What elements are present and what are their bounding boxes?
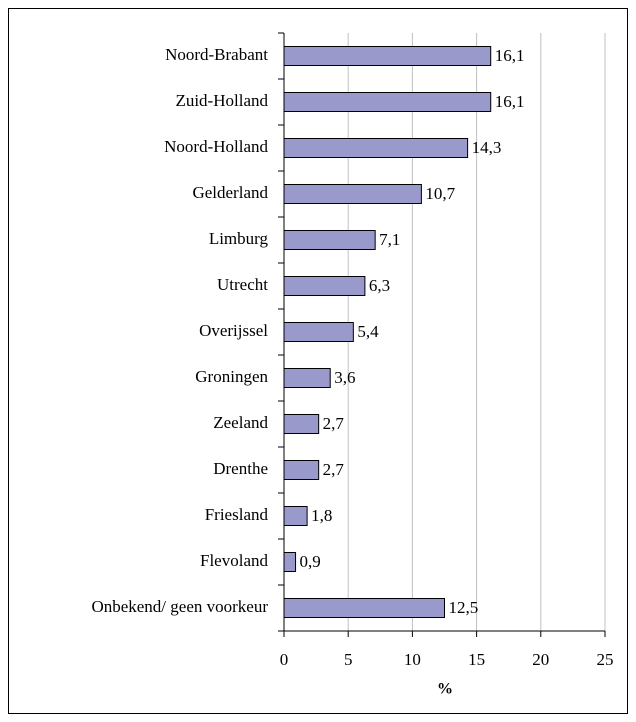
bar — [283, 322, 354, 342]
x-tick-label: 5 — [344, 650, 353, 669]
bar — [283, 368, 331, 388]
bar — [283, 138, 469, 158]
y-tick-label: Noord-Holland — [164, 137, 268, 156]
value-label: 5,4 — [357, 322, 379, 341]
bar — [283, 92, 492, 112]
value-label: 16,1 — [495, 46, 525, 65]
chart-border — [8, 8, 628, 714]
y-tick-label: Drenthe — [213, 459, 268, 478]
x-tick-label: 15 — [468, 650, 485, 669]
y-tick-label: Overijssel — [199, 321, 268, 340]
y-tick-label: Friesland — [205, 505, 269, 524]
y-tick-label: Limburg — [209, 229, 269, 248]
value-label: 2,7 — [323, 460, 345, 479]
bar — [283, 46, 492, 66]
x-axis-label: % — [437, 681, 453, 698]
value-label: 12,5 — [449, 598, 479, 617]
x-tick-label: 10 — [404, 650, 421, 669]
bar — [283, 506, 308, 526]
value-label: 16,1 — [495, 92, 525, 111]
bar — [283, 414, 320, 434]
value-label: 7,1 — [379, 230, 400, 249]
x-tick-label: 0 — [280, 650, 289, 669]
value-label: 10,7 — [425, 184, 455, 203]
value-label: 6,3 — [369, 276, 390, 295]
y-tick-label: Gelderland — [192, 183, 268, 202]
bar — [283, 460, 320, 480]
x-tick-label: 25 — [597, 650, 614, 669]
y-tick-label: Onbekend/ geen voorkeur — [91, 597, 268, 616]
y-tick-label: Noord-Brabant — [165, 45, 268, 64]
value-label: 3,6 — [334, 368, 355, 387]
bar — [283, 184, 422, 204]
value-label: 0,9 — [300, 552, 321, 571]
bar — [283, 230, 376, 250]
y-tick-label: Groningen — [195, 367, 268, 386]
y-tick-label: Utrecht — [217, 275, 268, 294]
bar — [283, 552, 297, 572]
bar — [283, 598, 445, 618]
bar — [283, 276, 366, 296]
value-label: 2,7 — [323, 414, 345, 433]
y-tick-label: Flevoland — [200, 551, 268, 570]
x-tick-label: 20 — [532, 650, 549, 669]
value-label: 1,8 — [311, 506, 332, 525]
value-label: 14,3 — [472, 138, 502, 157]
y-tick-label: Zuid-Holland — [175, 91, 268, 110]
y-tick-label: Zeeland — [213, 413, 268, 432]
